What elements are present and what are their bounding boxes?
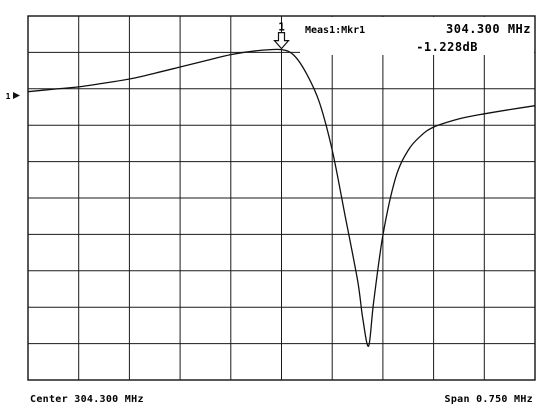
readout-background xyxy=(300,17,534,55)
reference-level-label: 1 xyxy=(6,92,11,101)
marker-level: -1.228dB xyxy=(416,40,478,54)
marker-label: 1 xyxy=(278,21,285,34)
marker-readout-label: Meas1:Mkr1 xyxy=(305,25,365,36)
marker-1: 1 xyxy=(273,21,290,50)
center-frequency-label: Center 304.300 MHz xyxy=(30,394,144,405)
span-label: Span 0.750 MHz xyxy=(445,394,534,405)
trace-line xyxy=(27,48,536,347)
marker-arrow-icon xyxy=(273,32,290,50)
graticule xyxy=(28,16,535,380)
reference-arrow-icon xyxy=(13,92,20,99)
marker-frequency: 304.300 MHz xyxy=(446,22,531,36)
reference-level-indicator: 1 xyxy=(6,92,20,101)
